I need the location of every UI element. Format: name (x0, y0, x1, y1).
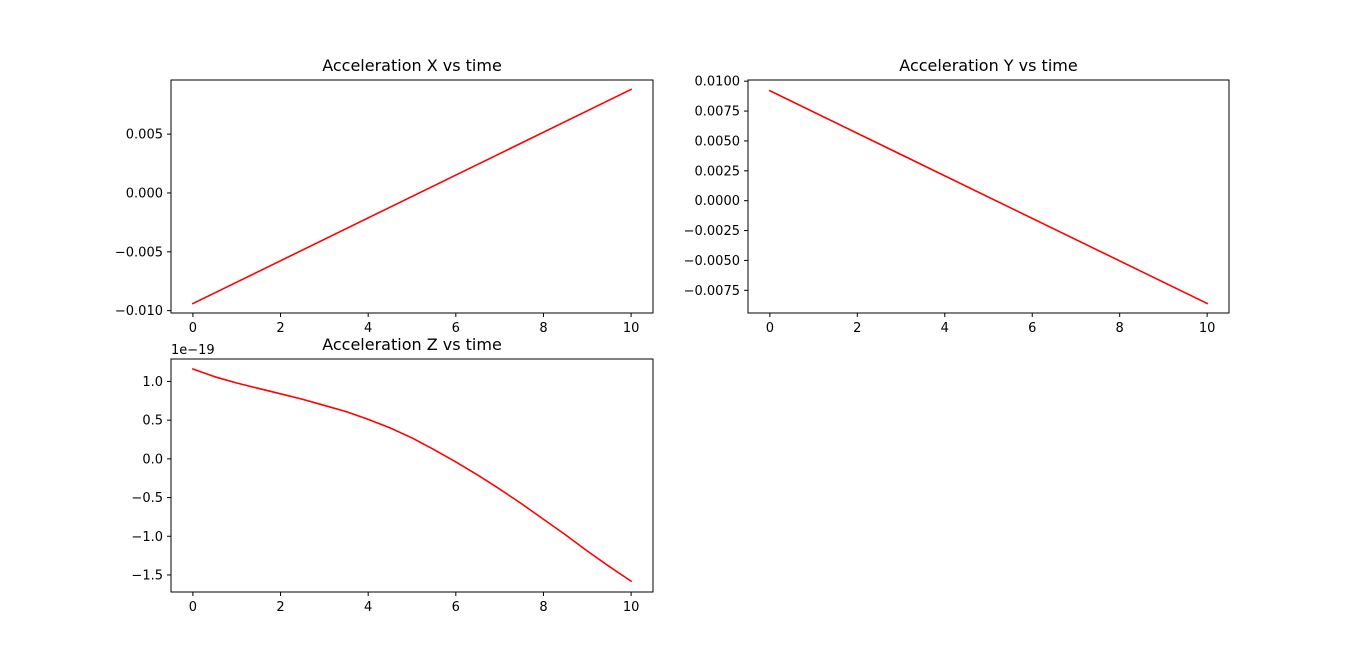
chart-2-y-tick-label-6: 0.0075 (695, 105, 741, 120)
chart-3-y-tick-label-0: −1.5 (131, 568, 163, 583)
chart-1-x-tick-label-0: 0 (189, 321, 197, 336)
chart-2: 0 2 4 6 8 10 −0.0075 −0.0050 −0.0025 0.0000 0.0025… (684, 56, 1230, 336)
chart-1-x-tick-label-4: 8 (539, 321, 547, 336)
chart-1-x-tick-label-5: 10 (623, 321, 640, 336)
chart-2-y-tick-label-5: 0.0050 (695, 134, 741, 149)
chart-2-x-tick-label-0: 0 (766, 321, 774, 336)
chart-1-x-tick-label-3: 6 (452, 321, 460, 336)
chart-1-x-tick-label-2: 4 (364, 321, 372, 336)
chart-2-y-tick-label-7: 0.0100 (695, 75, 741, 90)
chart-1-x-tick-label-1: 2 (276, 321, 284, 336)
chart-2-x-tick-label-2: 4 (941, 321, 949, 336)
chart-1-y-tick-label-3: 0.005 (126, 128, 163, 143)
chart-3-series-line-1 (191, 368, 633, 583)
chart-1-title: Acceleration X vs time (322, 56, 502, 75)
chart-3-axes-frame (170, 358, 654, 593)
chart-2-y-tick-label-0: −0.0075 (684, 284, 740, 299)
chart-3-title: Acceleration Z vs time (322, 335, 502, 354)
chart-2-x-tick-label-4: 8 (1116, 321, 1124, 336)
chart-3-offset-text: 1e−19 (171, 343, 215, 358)
chart-1-series-line-1 (191, 88, 633, 305)
chart-3-y-tick-label-5: 1.0 (142, 375, 163, 390)
chart-3-y-tick-label-1: −1.0 (131, 530, 163, 545)
chart-3-x-tick-label-3: 6 (452, 600, 460, 615)
chart-3-x-tick-label-0: 0 (189, 600, 197, 615)
chart-3-x-tick-label-1: 2 (276, 600, 284, 615)
chart-3-y-tick-label-3: 0.0 (142, 452, 163, 467)
chart-3: 0 2 4 6 8 10 −1.5 −1.0 −0.5 0.0 0.5 1.0 Acceleration… (131, 335, 654, 615)
chart-2-title: Acceleration Y vs time (899, 56, 1077, 75)
chart-1-axes-frame (170, 79, 654, 314)
chart-2-axes-frame (747, 79, 1230, 314)
chart-2-series-line-1 (768, 89, 1209, 305)
chart-2-x-tick-label-1: 2 (853, 321, 861, 336)
chart-2-y-tick-label-4: 0.0025 (695, 164, 741, 179)
chart-2-y-tick-label-2: −0.0025 (684, 224, 740, 239)
chart-3-y-tick-label-2: −0.5 (131, 491, 163, 506)
chart-3-x-tick-label-2: 4 (364, 600, 372, 615)
chart-1-y-tick-label-1: −0.005 (115, 245, 163, 260)
chart-3-x-tick-label-5: 10 (623, 600, 640, 615)
chart-3-y-tick-label-4: 0.5 (142, 414, 163, 429)
chart-2-y-tick-label-3: 0.0000 (695, 194, 741, 209)
chart-1-y-tick-label-0: −0.010 (115, 304, 163, 319)
chart-1: 0 2 4 6 8 10 −0.010 −0.005 0.000 0.005 Acceleratio… (115, 56, 654, 336)
chart-2-x-tick-label-3: 6 (1028, 321, 1036, 336)
chart-1-y-tick-label-2: 0.000 (126, 186, 163, 201)
chart-2-y-tick-label-1: −0.0050 (684, 254, 740, 269)
chart-2-x-tick-label-5: 10 (1199, 321, 1216, 336)
chart-3-x-tick-label-4: 8 (539, 600, 547, 615)
